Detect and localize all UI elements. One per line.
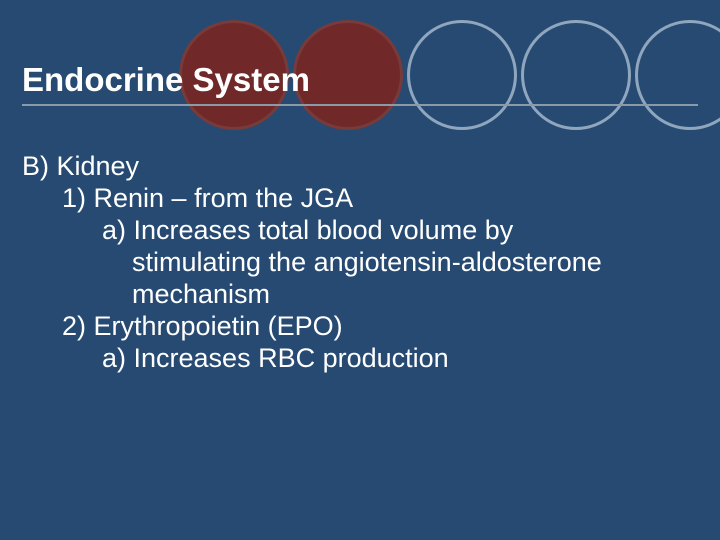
body-line-0: B) Kidney <box>22 150 602 182</box>
slide-title: Endocrine System <box>22 61 310 99</box>
body-line-1: 1) Renin – from the JGA <box>22 182 602 214</box>
slide-body: B) Kidney1) Renin – from the JGAa) Incre… <box>22 150 602 374</box>
body-line-5: 2) Erythropoietin (EPO) <box>22 310 602 342</box>
decorative-circle-2 <box>407 20 517 130</box>
decorative-circle-4 <box>635 20 720 130</box>
title-underline <box>22 104 698 106</box>
body-line-3: stimulating the angiotensin-aldosterone <box>22 246 602 278</box>
body-line-4: mechanism <box>22 278 602 310</box>
body-line-2: a) Increases total blood volume by <box>22 214 602 246</box>
decorative-circle-3 <box>521 20 631 130</box>
body-line-6: a) Increases RBC production <box>22 342 602 374</box>
